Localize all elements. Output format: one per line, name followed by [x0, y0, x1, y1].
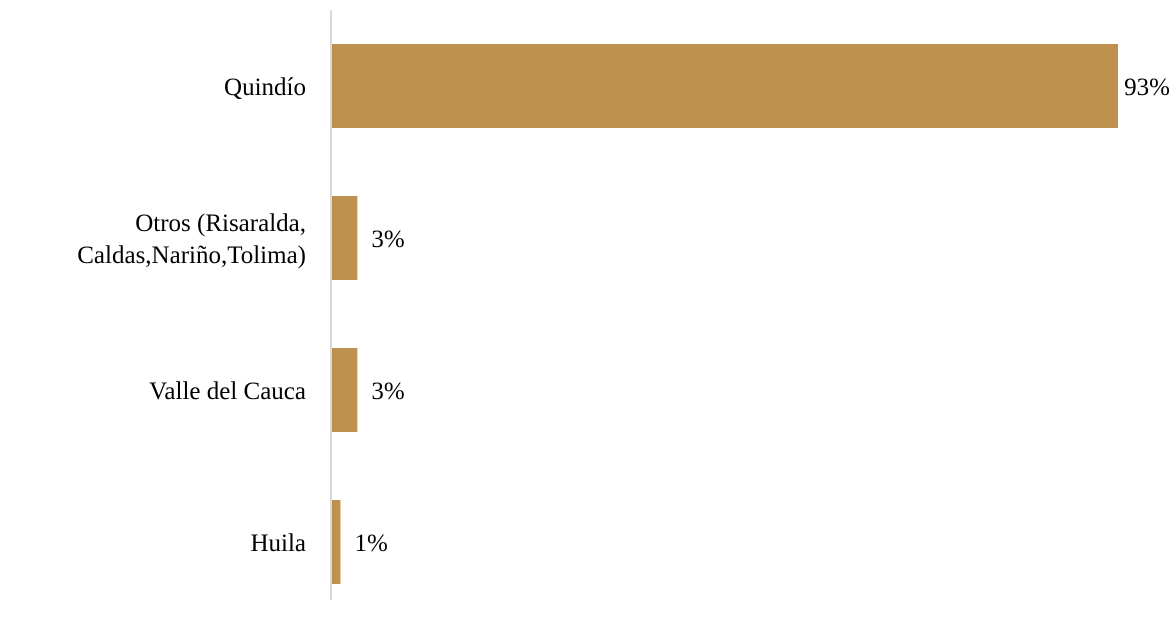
bar-0 [332, 44, 1118, 128]
bars-group [332, 44, 1118, 584]
data-label-1: 3% [371, 226, 404, 253]
category-label-line: Otros (Risaralda, [135, 210, 306, 237]
category-label-line: Huila [250, 530, 306, 557]
category-label-line: Valle del Cauca [149, 378, 306, 405]
bar-2 [332, 348, 358, 432]
category-label-1: Otros (Risaralda, Caldas,Nariño,Tolima) [77, 210, 306, 269]
category-label-3: Huila [250, 530, 306, 557]
category-label-line: Quindío [224, 74, 306, 101]
bar-3 [332, 500, 341, 584]
category-label-line: Caldas,Nariño,Tolima) [77, 242, 306, 269]
category-label-0: Quindío [224, 74, 306, 101]
bar-1 [332, 196, 358, 280]
data-labels-group: 93% 3% 3% 1% [354, 74, 1170, 557]
data-label-3: 1% [354, 530, 387, 557]
data-label-0: 93% [1124, 74, 1170, 101]
data-label-2: 3% [371, 378, 404, 405]
category-labels-group: Quindío Otros (Risaralda, Caldas,Nariño,To… [77, 74, 306, 557]
category-label-2: Valle del Cauca [149, 378, 306, 405]
